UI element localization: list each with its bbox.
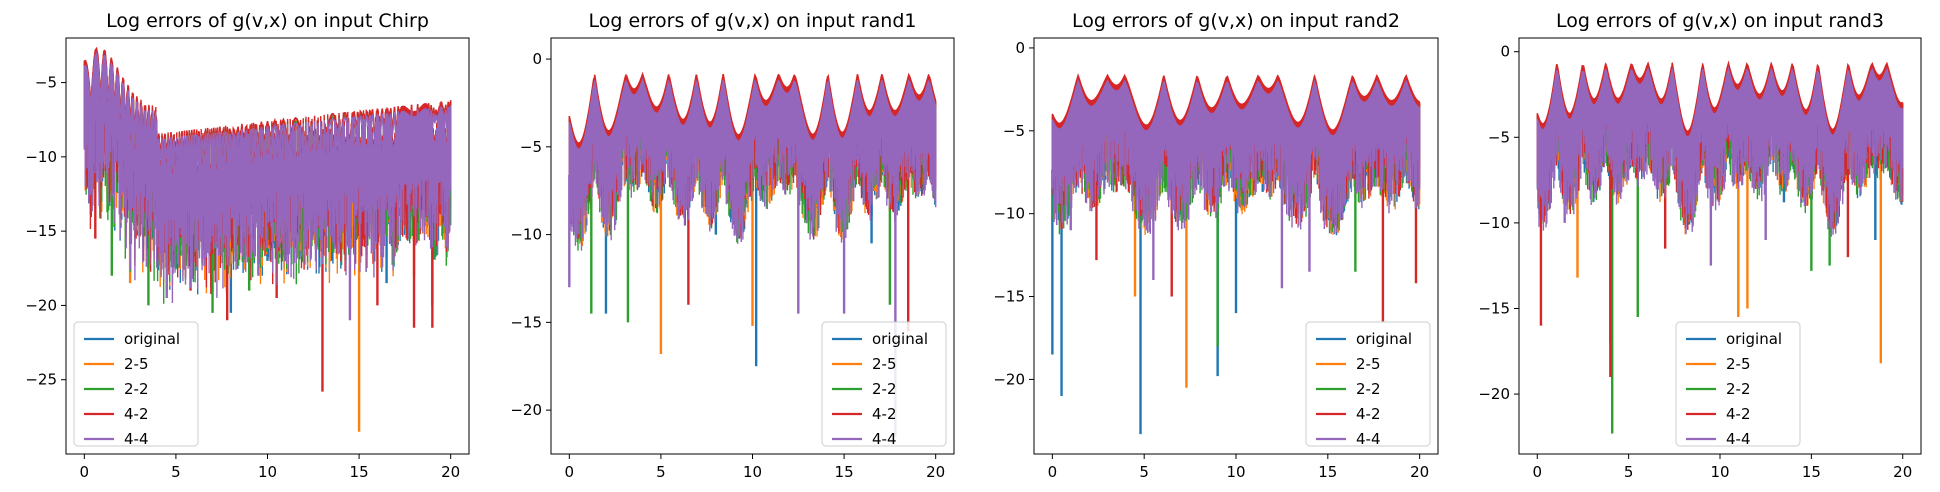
series-envelope [568,77,937,151]
legend-label-2-2: 2-2 [872,380,897,398]
x-tick-label: 15 [835,463,854,481]
y-tick-label: −5 [35,74,57,92]
legend-label-original: original [1726,330,1782,348]
y-tick-label: −15 [1478,299,1510,317]
y-tick-label: −15 [993,288,1025,306]
legend-label-original: original [872,330,928,348]
legend: original 2-5 2-2 4-2 4-4 [1305,321,1431,448]
chart-title: Log errors of g(v,x) on input rand1 [589,10,917,32]
series-envelope [1051,78,1420,137]
x-tick-label: 15 [350,463,369,481]
chart-title: Log errors of g(v,x) on input rand3 [1556,10,1884,32]
legend: original 2-5 2-2 4-2 4-4 [821,321,947,448]
chart-title: Log errors of g(v,x) on input rand2 [1072,10,1400,32]
series-band [568,80,937,251]
y-tick-label: 0 [532,50,542,68]
series-band [83,53,452,303]
legend-label-2-5: 2-5 [872,355,897,373]
legend: original 2-5 2-2 4-2 4-4 [73,321,199,448]
y-tick-label: −25 [25,371,57,389]
x-tick-label: 5 [171,463,181,481]
y-tick-label: −20 [510,401,542,419]
y-tick-label: −5 [1488,128,1510,146]
y-tick-label: −15 [510,313,542,331]
plot-area [568,71,937,437]
legend-label-2-2: 2-2 [1356,380,1381,398]
y-tick-label: −20 [25,296,57,314]
x-tick-label: 10 [1710,463,1729,481]
subplot-3: 0 5 10 15 20 −20 −15 −10 −5 0 Log errors of g(v,x)… [993,10,1439,481]
legend-label-original: original [124,330,180,348]
x-tick-label: 10 [743,463,762,481]
y-tick-label: 0 [1015,39,1025,57]
legend: original 2-5 2-2 4-2 4-4 [1675,321,1801,448]
subplot-1: 0 5 10 15 20 −25 −20 −15 −10 −5 Log errors of g(v,… [25,10,470,481]
series-envelope [84,51,452,172]
legend-label-4-2: 4-2 [124,405,149,423]
y-tick-label: −5 [1003,122,1025,140]
legend-label-2-5: 2-5 [124,355,149,373]
series-band [1051,81,1421,235]
legend-label-2-5: 2-5 [1726,355,1751,373]
y-tick-label: −20 [993,370,1025,388]
y-tick-label: −10 [25,148,57,166]
x-tick-label: 15 [1802,463,1821,481]
legend-label-4-2: 4-2 [872,405,897,423]
legend-label-4-2: 4-2 [1356,405,1381,423]
x-tick-label: 15 [1318,463,1337,481]
y-tick-label: −10 [510,226,542,244]
y-tick-label: −20 [1478,385,1510,403]
x-tick-label: 10 [258,463,277,481]
x-tick-label: 0 [1532,463,1542,481]
subplot-2: 0 5 10 15 20 −20 −15 −10 −5 0 Log errors of g(v,x)… [510,10,955,481]
series-envelope [1536,60,1904,133]
y-tick-label: −10 [993,205,1025,223]
y-tick-label: −5 [520,138,542,156]
series-envelope [1051,73,1420,132]
chart-title: Log errors of g(v,x) on input Chirp [106,10,429,32]
legend-label-4-4: 4-4 [872,430,897,448]
legend-label-2-2: 2-2 [1726,380,1751,398]
series-band [1536,68,1904,237]
plot-area [1051,73,1421,435]
series-envelope [568,71,937,145]
y-tick-label: 0 [1500,43,1510,61]
y-tick-label: −15 [25,222,57,240]
legend-label-original: original [1356,330,1412,348]
plot-area [83,46,452,432]
legend-label-4-4: 4-4 [1726,430,1751,448]
plot-area [1536,60,1904,434]
series-4-4 [1536,66,1904,266]
series-envelope [84,46,452,167]
x-tick-label: 10 [1226,463,1245,481]
x-tick-label: 20 [441,463,460,481]
series-envelope [1536,66,1904,138]
x-tick-label: 0 [565,463,575,481]
x-tick-label: 0 [1048,463,1058,481]
series-4-4 [83,51,452,321]
legend-label-2-2: 2-2 [124,380,149,398]
legend-label-2-5: 2-5 [1356,355,1381,373]
legend-label-4-4: 4-4 [124,430,149,448]
x-tick-label: 5 [1624,463,1634,481]
y-tick-label: −10 [1478,214,1510,232]
x-tick-label: 0 [80,463,90,481]
x-tick-label: 5 [1139,463,1149,481]
series-4-4 [1051,78,1421,289]
x-tick-label: 20 [926,463,945,481]
legend-label-4-4: 4-4 [1356,430,1381,448]
x-tick-label: 20 [1893,463,1912,481]
subplot-4: 0 5 10 15 20 −20 −15 −10 −5 0 Log errors of g(v,x)… [1478,10,1922,481]
x-tick-label: 5 [656,463,666,481]
legend-label-4-2: 4-2 [1726,405,1751,423]
x-tick-label: 20 [1410,463,1429,481]
